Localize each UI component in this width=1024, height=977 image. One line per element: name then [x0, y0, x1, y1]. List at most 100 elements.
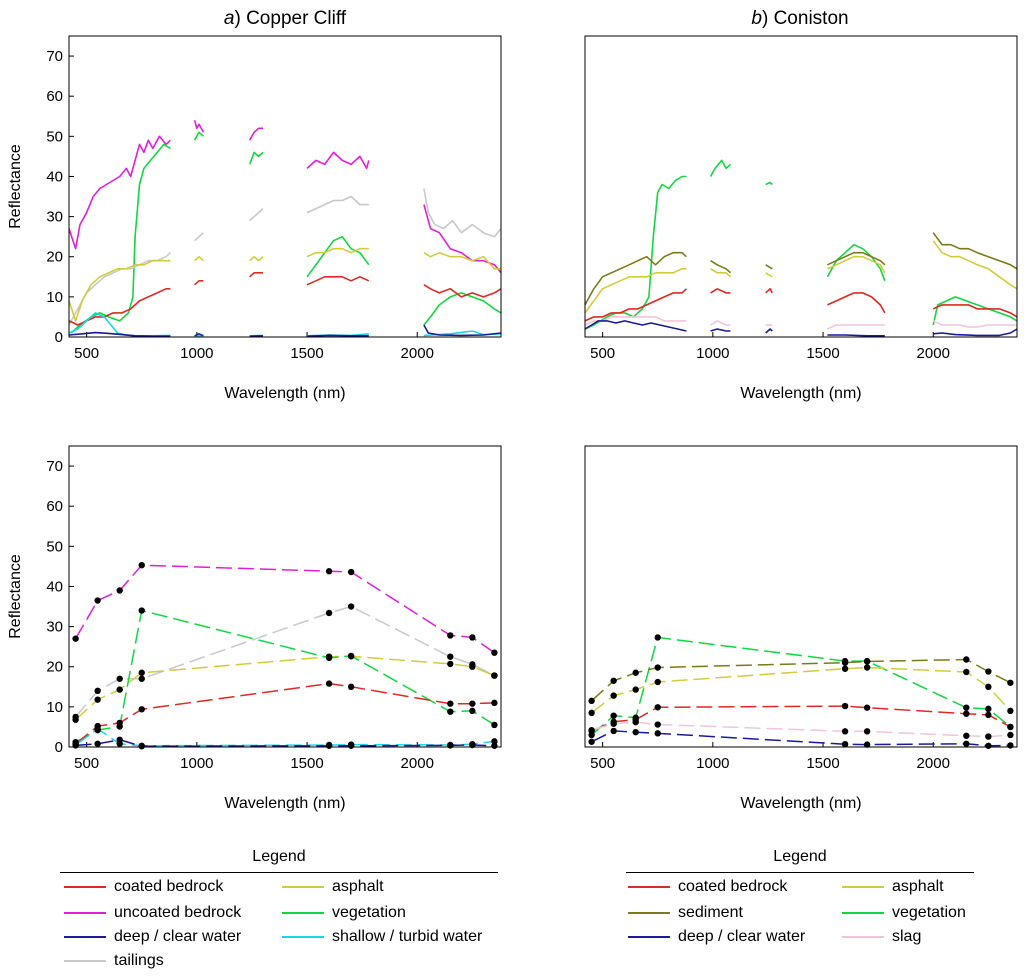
data-point — [654, 678, 661, 686]
data-point — [841, 659, 849, 666]
legend-label: uncoated bedrock — [114, 904, 242, 921]
data-point — [1007, 742, 1014, 749]
plot-a-bands: 500 1000 1500 2000 0 10 20 30 40 50 60 70 Wavelength… — [7, 445, 502, 812]
legend-label: shallow / turbid water — [332, 928, 483, 945]
data-point — [347, 652, 355, 660]
data-point — [588, 697, 595, 705]
legend-b-item: sediment — [628, 904, 743, 922]
series-sediment — [584, 232, 1018, 306]
series-line — [591, 721, 1011, 738]
data-point — [469, 634, 476, 641]
legend-b-item: deep / clear water — [628, 928, 805, 946]
data-point — [447, 660, 454, 668]
data-point — [985, 668, 992, 675]
y-tick-label: 10 — [46, 289, 63, 306]
y-tick-label: 20 — [46, 249, 63, 266]
series-line — [584, 320, 687, 332]
data-point — [610, 677, 617, 684]
series-line — [709, 159, 732, 177]
legend-swatch — [628, 886, 670, 888]
series-line — [423, 284, 502, 298]
data-point — [841, 728, 849, 735]
legend-swatch — [64, 912, 106, 914]
data-point — [610, 727, 617, 735]
series-line — [75, 682, 495, 745]
series-line — [423, 204, 502, 274]
legend-label: asphalt — [332, 878, 384, 895]
data-point — [447, 708, 454, 715]
y-tick-label: 40 — [46, 578, 63, 595]
series-line — [306, 247, 369, 258]
data-point — [491, 649, 498, 656]
y-tick-label: 30 — [46, 209, 63, 226]
data-point — [325, 742, 333, 749]
legend-swatch — [64, 960, 106, 962]
data-point — [94, 725, 101, 733]
legend-swatch — [628, 912, 670, 914]
data-point — [347, 683, 355, 690]
series-vegetation — [584, 159, 1018, 330]
legend-b-item: slag — [842, 928, 921, 946]
data-point — [985, 705, 992, 713]
data-point — [588, 738, 595, 745]
series-line — [68, 287, 171, 326]
legend-swatch — [282, 886, 324, 888]
x-tick-label: 2000 — [401, 755, 434, 772]
data-point — [94, 740, 101, 747]
data-point — [841, 665, 849, 672]
data-point — [963, 668, 970, 676]
x-tick-label: 500 — [590, 755, 615, 772]
series-line — [306, 275, 370, 286]
panel-b-title: b) Coniston — [751, 8, 848, 29]
series-line — [75, 655, 495, 721]
legend-a-item: deep / clear water — [64, 928, 241, 946]
x-tick-label: 500 — [590, 345, 615, 362]
data-point — [469, 700, 476, 707]
plot-frame — [68, 445, 502, 748]
data-point — [654, 704, 661, 711]
series-line — [933, 328, 1018, 337]
legend-label: sediment — [678, 904, 743, 921]
data-point — [447, 742, 454, 749]
data-point — [94, 696, 101, 703]
plot-b-spectra: 500 1000 1500 2000 Wavelength (nm) — [584, 35, 1018, 402]
series-asphalt — [584, 240, 1018, 314]
data-point — [985, 733, 992, 740]
legend-swatch — [842, 912, 884, 914]
legend-label: deep / clear water — [678, 928, 806, 945]
y-tick-label: 10 — [46, 699, 63, 716]
series-line — [827, 255, 886, 274]
data-point — [1007, 731, 1014, 739]
series-line — [70, 143, 171, 334]
legend-b-item: asphalt — [842, 878, 944, 896]
series-coated-bedrock — [591, 705, 1011, 732]
y-tick-label: 0 — [55, 739, 63, 756]
series-line — [193, 120, 205, 133]
series-asphalt — [591, 666, 1011, 714]
panel-a-title: a) Copper Cliff — [224, 8, 347, 29]
legend-a-item: uncoated bedrock — [64, 904, 241, 922]
legend-a-title: Legend — [252, 848, 306, 865]
data-point — [654, 730, 661, 737]
series-line — [765, 181, 773, 186]
data-point — [632, 728, 639, 736]
series-line — [584, 288, 687, 322]
data-point — [863, 704, 871, 711]
x-axis-label: Wavelength (nm) — [740, 795, 861, 812]
legend-label: tailings — [114, 952, 164, 969]
data-point — [841, 702, 849, 710]
series-line — [932, 240, 1018, 290]
figure: a) Copper Cliff b) Coniston 500 1000 1500 2… — [7, 8, 1018, 812]
series-line — [765, 328, 773, 334]
series-slag — [591, 721, 1011, 738]
data-point — [491, 672, 498, 679]
legend-label: coated bedrock — [114, 878, 224, 895]
series-line — [591, 636, 1011, 736]
y-tick-label: 40 — [46, 168, 63, 185]
y-tick-label: 0 — [55, 329, 63, 346]
plot-frame — [584, 35, 1018, 338]
x-tick-label: 500 — [74, 755, 99, 772]
data-point — [963, 656, 970, 663]
series-line — [194, 332, 204, 337]
data-point — [347, 603, 355, 610]
